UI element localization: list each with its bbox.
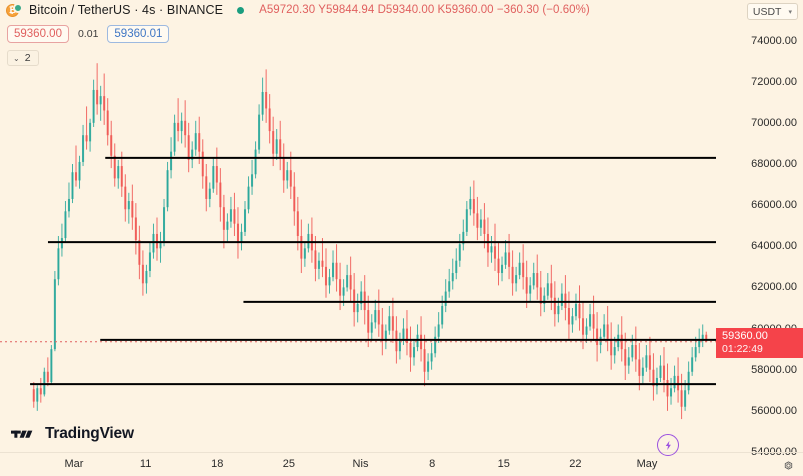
bolt-icon[interactable] [657,434,679,456]
time-tick: 11 [139,458,152,470]
gear-icon[interactable] [782,459,795,472]
price-tick: 68000.00 [751,158,797,170]
chart-header: ₿ Bitcoin / TetherUS · 4s · BINANCE A597… [0,0,803,20]
spread-value: 0.01 [77,28,99,40]
time-tick: 25 [282,458,295,470]
countdown-timer: 01:22:49 [722,342,763,355]
market-status-indicator [237,6,245,14]
time-tick: 15 [497,458,510,470]
chevron-down-icon: ⌄ [13,53,20,63]
price-tick: 72000.00 [751,75,797,88]
ask-price-badge[interactable]: 59360.01 [107,25,170,43]
time-tick: Mar [64,458,84,470]
price-tick: 56000.00 [751,404,797,417]
ohlc-change: −360.30 (−0.60%) [496,4,590,16]
symbol-title[interactable]: Bitcoin / TetherUS · 4s · BINANCE [29,3,224,17]
price-tick: 70000.00 [751,116,797,129]
tether-icon [13,2,23,13]
price-tick: 66000.00 [751,199,797,212]
candlestick-chart[interactable] [0,20,716,452]
price-tick: 74000.00 [751,34,797,47]
time-tick: 8 [429,458,436,470]
current-price-value: 59360.00 [722,329,768,342]
currency-selector[interactable]: USDT ▾ [746,3,798,20]
ohlc-legend: A59720.30 Y59844.94 D59340.00 K59360.00 … [259,4,590,16]
time-axis[interactable]: Mar 11 18 25 Nis 8 15 22 May [0,452,803,476]
chevron-down-icon: ▾ [788,8,792,16]
currency-label: USDT [752,5,782,18]
quantity-selector[interactable]: ⌄ 2 [7,50,39,66]
tradingview-mark-icon [11,430,33,438]
time-tick: Nis [352,458,369,470]
price-tick: 64000.00 [751,240,797,253]
ohlc-values: A59720.30 Y59844.94 D59340.00 K [259,4,446,16]
quantity-value: 2 [24,52,31,64]
symbol-logo: ₿ [6,2,23,18]
price-axis[interactable]: 74000.00 72000.00 70000.00 68000.00 66000.00… [716,20,803,458]
lightning-glyph [665,440,671,450]
time-tick: May [636,458,658,470]
bid-price-badge[interactable]: 59360.00 [7,25,69,43]
price-tick: 62000.00 [751,281,797,294]
chart-canvas [0,63,716,420]
bitcoin-glyph: ₿ [7,5,18,16]
order-badges: 59360.00 0.01 59360.01 [7,25,170,43]
price-tick: 58000.00 [751,363,797,376]
current-price-label[interactable]: 59360.00 01:22:49 [716,327,803,358]
tradingview-wordmark: TradingView [45,425,134,442]
time-tick: 22 [569,458,582,470]
ohlc-close-value: 59360.00 [445,4,494,16]
time-tick: 18 [211,458,224,470]
tradingview-logo: TradingView [11,425,134,443]
